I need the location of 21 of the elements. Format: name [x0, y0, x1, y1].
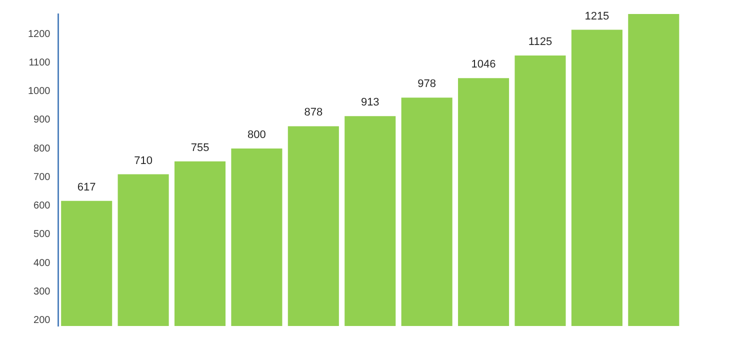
data-label: 978	[418, 78, 436, 90]
y-tick-label: 900	[34, 114, 51, 126]
y-tick-label: 500	[34, 229, 51, 240]
y-tick-label: 1000	[28, 86, 51, 98]
data-label: 1215	[584, 10, 610, 22]
data-label: 878	[304, 106, 323, 119]
y-tick-label: 200	[34, 315, 51, 326]
data-label: 617	[77, 181, 96, 194]
data-label: 710	[134, 154, 152, 167]
data-label: 1125	[528, 36, 552, 48]
y-tick-label: 700	[34, 172, 51, 183]
y-tick-label: 800	[34, 143, 51, 154]
y-tick-label: 600	[34, 200, 51, 212]
y-tick-label: 1100	[28, 57, 51, 68]
data-label: 913	[360, 96, 380, 109]
y-tick-label: 400	[34, 258, 51, 269]
data-label: 800	[248, 129, 266, 142]
data-label: 1046	[471, 58, 496, 71]
data-label: 755	[190, 142, 210, 154]
y-tick-label: 1200	[28, 28, 51, 40]
y-tick-label: 300	[34, 286, 51, 298]
